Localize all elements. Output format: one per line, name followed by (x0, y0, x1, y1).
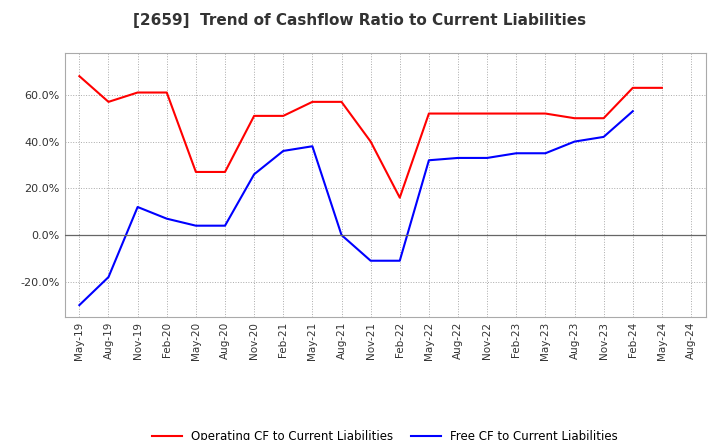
Free CF to Current Liabilities (279, 148, 287, 154)
Operating CF to Current Liabilities (395, 195, 404, 200)
Operating CF to Current Liabilities (483, 111, 492, 116)
Free CF to Current Liabilities (220, 223, 229, 228)
Free CF to Current Liabilities (512, 150, 521, 156)
Operating CF to Current Liabilities (570, 116, 579, 121)
Free CF to Current Liabilities (250, 172, 258, 177)
Operating CF to Current Liabilities (220, 169, 229, 175)
Operating CF to Current Liabilities (657, 85, 666, 91)
Line: Free CF to Current Liabilities: Free CF to Current Liabilities (79, 111, 633, 305)
Operating CF to Current Liabilities (599, 116, 608, 121)
Operating CF to Current Liabilities (133, 90, 142, 95)
Operating CF to Current Liabilities (308, 99, 317, 105)
Free CF to Current Liabilities (75, 302, 84, 308)
Free CF to Current Liabilities (483, 155, 492, 161)
Legend: Operating CF to Current Liabilities, Free CF to Current Liabilities: Operating CF to Current Liabilities, Fre… (148, 426, 623, 440)
Operating CF to Current Liabilities (192, 169, 200, 175)
Operating CF to Current Liabilities (512, 111, 521, 116)
Free CF to Current Liabilities (570, 139, 579, 144)
Operating CF to Current Liabilities (75, 73, 84, 79)
Free CF to Current Liabilities (425, 158, 433, 163)
Free CF to Current Liabilities (395, 258, 404, 264)
Operating CF to Current Liabilities (366, 139, 375, 144)
Free CF to Current Liabilities (133, 204, 142, 209)
Line: Operating CF to Current Liabilities: Operating CF to Current Liabilities (79, 76, 662, 198)
Free CF to Current Liabilities (337, 232, 346, 238)
Free CF to Current Liabilities (192, 223, 200, 228)
Operating CF to Current Liabilities (425, 111, 433, 116)
Free CF to Current Liabilities (629, 109, 637, 114)
Operating CF to Current Liabilities (279, 113, 287, 118)
Free CF to Current Liabilities (454, 155, 462, 161)
Free CF to Current Liabilities (104, 275, 113, 280)
Text: [2659]  Trend of Cashflow Ratio to Current Liabilities: [2659] Trend of Cashflow Ratio to Curren… (133, 13, 587, 28)
Free CF to Current Liabilities (163, 216, 171, 221)
Operating CF to Current Liabilities (541, 111, 550, 116)
Operating CF to Current Liabilities (163, 90, 171, 95)
Operating CF to Current Liabilities (104, 99, 113, 105)
Free CF to Current Liabilities (366, 258, 375, 264)
Free CF to Current Liabilities (599, 134, 608, 139)
Operating CF to Current Liabilities (250, 113, 258, 118)
Operating CF to Current Liabilities (629, 85, 637, 91)
Operating CF to Current Liabilities (337, 99, 346, 105)
Free CF to Current Liabilities (308, 143, 317, 149)
Operating CF to Current Liabilities (454, 111, 462, 116)
Free CF to Current Liabilities (541, 150, 550, 156)
